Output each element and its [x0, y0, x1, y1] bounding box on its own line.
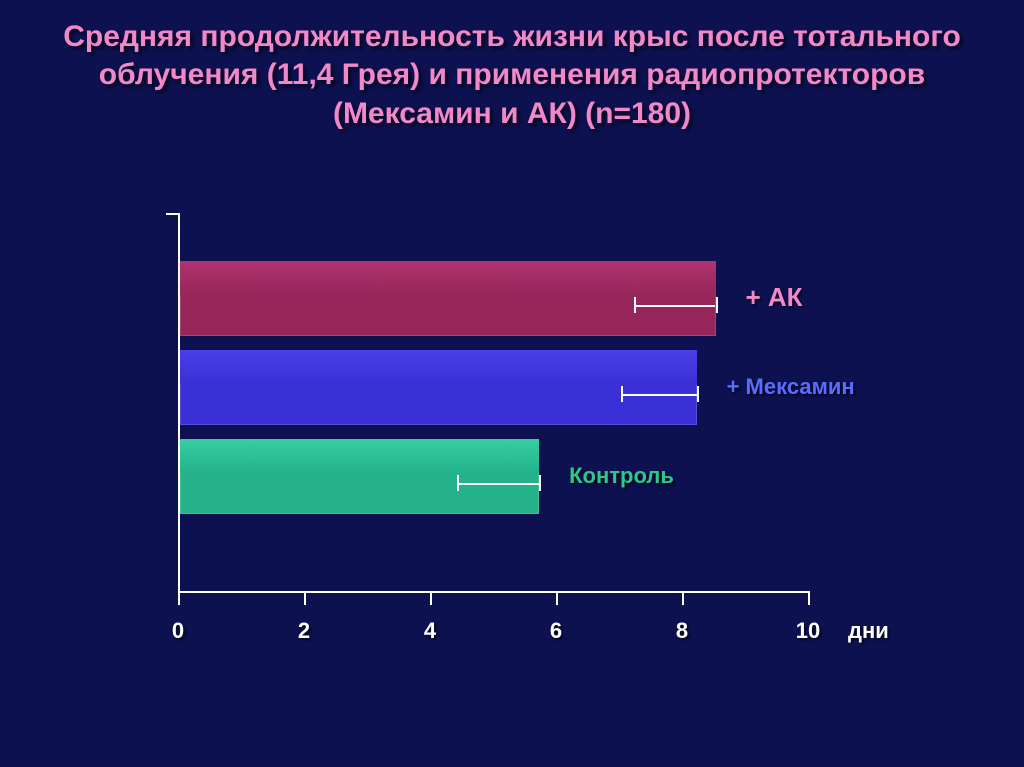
x-axis-line: [178, 591, 810, 593]
error-bar: [621, 394, 697, 396]
bar-control: [180, 439, 539, 514]
series-label-ak: + АК: [746, 282, 803, 313]
x-tick: [556, 593, 558, 605]
series-label-control: Контроль: [569, 463, 674, 489]
error-cap: [697, 386, 699, 402]
x-tick: [430, 593, 432, 605]
x-tick: [682, 593, 684, 605]
error-cap: [457, 475, 459, 491]
y-axis-top-tick: [166, 213, 178, 215]
series-label-mexamin: + Мексамин: [727, 374, 855, 400]
x-tick-label: 4: [424, 618, 436, 644]
x-tick-label: 8: [676, 618, 688, 644]
x-axis-title: дни: [848, 618, 889, 644]
slide: Средняя продолжительность жизни крыс пос…: [0, 0, 1024, 767]
x-tick-label: 10: [796, 618, 820, 644]
error-cap: [621, 386, 623, 402]
error-cap: [539, 475, 541, 491]
error-cap: [716, 297, 718, 313]
x-tick-label: 2: [298, 618, 310, 644]
x-tick-label: 0: [172, 618, 184, 644]
x-tick: [178, 593, 180, 605]
bar-mexamin: [180, 350, 697, 425]
plot-region: + АК+ МексаминКонтроль: [178, 213, 808, 593]
x-tick: [304, 593, 306, 605]
error-bar: [457, 483, 539, 485]
chart: + АК+ МексаминКонтроль 0246810 дни: [148, 213, 828, 693]
error-bar: [634, 305, 716, 307]
x-tick: [808, 593, 810, 605]
error-cap: [634, 297, 636, 313]
x-tick-label: 6: [550, 618, 562, 644]
slide-title: Средняя продолжительность жизни крыс пос…: [32, 18, 992, 133]
